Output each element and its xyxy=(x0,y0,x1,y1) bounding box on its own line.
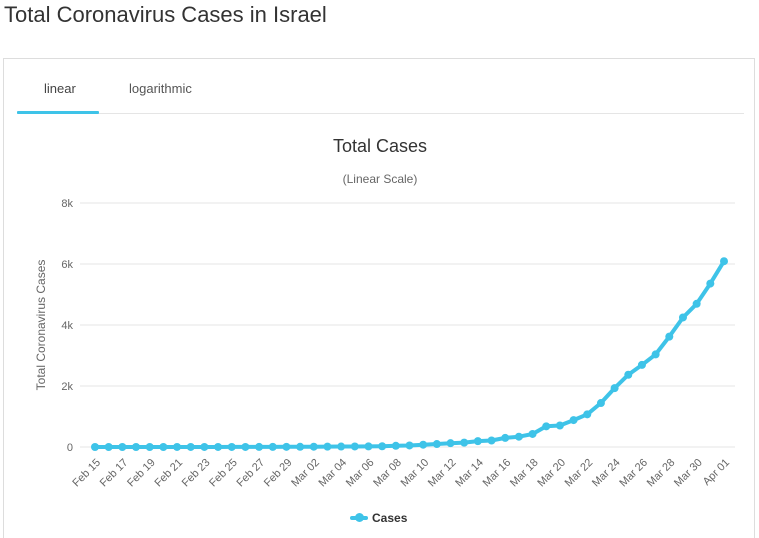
data-point xyxy=(528,429,537,438)
y-tick-label: 2k xyxy=(61,381,73,393)
data-point xyxy=(501,433,510,442)
legend-symbol xyxy=(350,513,368,522)
data-point xyxy=(624,370,633,379)
data-point xyxy=(282,442,291,451)
y-axis-label: Total Coronavirus Cases xyxy=(34,260,48,391)
x-tick-label: Feb 27 xyxy=(235,457,268,490)
scale-tabs: linear logarithmic xyxy=(17,67,744,114)
x-tick-label: Feb 15 xyxy=(70,457,103,490)
data-point xyxy=(596,399,605,408)
data-point xyxy=(118,443,127,451)
chart-subtitle: (Linear Scale) xyxy=(343,172,418,186)
x-tick-label: Feb 17 xyxy=(98,457,131,490)
data-point xyxy=(473,437,482,446)
data-point xyxy=(350,442,359,451)
data-point xyxy=(323,442,332,451)
data-point xyxy=(200,442,209,451)
data-point xyxy=(309,442,318,451)
data-point xyxy=(446,439,455,448)
legend-item-cases[interactable]: Cases xyxy=(350,511,407,525)
grid-lines xyxy=(80,202,735,448)
data-point xyxy=(610,384,619,393)
y-tick-label: 6k xyxy=(61,259,73,271)
x-tick-label: Mar 26 xyxy=(617,457,650,490)
data-point xyxy=(391,441,400,450)
y-tick-label: 0 xyxy=(67,442,73,454)
active-tab-indicator xyxy=(17,111,99,114)
x-tick-label: Mar 22 xyxy=(563,457,596,490)
y-tick-label: 4k xyxy=(61,320,73,332)
data-point xyxy=(706,279,715,288)
data-point xyxy=(159,443,168,451)
data-point xyxy=(337,442,346,451)
y-tick-label: 8k xyxy=(61,198,73,210)
x-tick-label: Mar 10 xyxy=(399,457,432,490)
tab-logarithmic[interactable]: logarithmic xyxy=(129,81,192,96)
data-point xyxy=(268,442,277,451)
data-point xyxy=(214,442,223,451)
data-point xyxy=(255,442,264,451)
data-point xyxy=(104,443,113,451)
page-title: Total Coronavirus Cases in Israel xyxy=(4,2,327,27)
x-tick-label: Mar 12 xyxy=(426,457,459,490)
x-tick-label: Mar 02 xyxy=(289,457,322,490)
data-point xyxy=(173,442,182,451)
data-point xyxy=(637,360,646,369)
chart-panel: linear logarithmic xyxy=(3,58,755,538)
x-tick-label: Feb 21 xyxy=(152,457,185,490)
data-point xyxy=(460,438,469,447)
data-point xyxy=(542,422,551,431)
data-point xyxy=(432,440,441,449)
tab-linear[interactable]: linear xyxy=(44,81,76,96)
x-tick-label: Mar 16 xyxy=(481,457,514,490)
data-point xyxy=(651,350,660,359)
series-line xyxy=(93,259,726,449)
y-axis: 0 2k 4k 6k 8k xyxy=(61,198,73,454)
data-point xyxy=(364,442,373,451)
data-point xyxy=(583,410,592,419)
series-cases xyxy=(91,257,728,451)
x-tick-label: Feb 23 xyxy=(180,457,213,490)
chart-title: Total Cases xyxy=(333,136,427,156)
x-tick-label: Mar 08 xyxy=(371,457,404,490)
data-point xyxy=(132,443,141,451)
data-point xyxy=(514,432,523,441)
x-tick-label: Feb 25 xyxy=(207,457,240,490)
x-tick-label: Feb 29 xyxy=(262,457,295,490)
data-point xyxy=(487,436,496,445)
data-point xyxy=(186,442,195,451)
x-tick-label: Mar 06 xyxy=(344,457,377,490)
x-tick-label: Mar 04 xyxy=(317,457,350,490)
x-tick-label: Mar 20 xyxy=(535,457,568,490)
data-point xyxy=(241,442,250,451)
data-point xyxy=(569,416,578,425)
x-tick-label: Mar 24 xyxy=(590,457,623,490)
x-tick-label: Apr 01 xyxy=(701,457,732,488)
x-tick-label: Mar 30 xyxy=(672,457,705,490)
data-point xyxy=(692,299,701,308)
data-point xyxy=(378,442,387,451)
x-tick-label: Feb 19 xyxy=(125,457,158,490)
x-tick-label: Mar 14 xyxy=(453,457,486,490)
data-point xyxy=(419,440,428,449)
data-point xyxy=(720,257,728,266)
data-point xyxy=(296,442,305,451)
data-point xyxy=(405,441,414,450)
data-point xyxy=(665,332,674,341)
x-tick-label: Mar 18 xyxy=(508,457,541,490)
data-point xyxy=(555,421,564,430)
x-tick-label: Mar 28 xyxy=(645,457,678,490)
legend-label: Cases xyxy=(372,511,408,525)
data-point xyxy=(91,443,99,451)
data-point xyxy=(145,443,154,451)
data-point xyxy=(678,313,687,322)
data-point xyxy=(227,442,236,451)
